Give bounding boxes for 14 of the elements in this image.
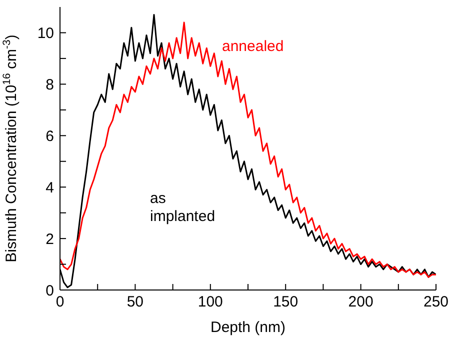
y-tick-label: 2 bbox=[46, 230, 54, 248]
x-tick-label: 150 bbox=[273, 294, 298, 311]
y-tick-label: 6 bbox=[46, 128, 54, 145]
text: as implanted bbox=[150, 190, 216, 226]
y-tick-label: 10 bbox=[37, 25, 54, 42]
y-tick-label: 0 bbox=[46, 282, 54, 300]
x-tick-label: 100 bbox=[198, 294, 223, 311]
x-tick-label: 250 bbox=[423, 294, 449, 311]
x-tick-label: 50 bbox=[126, 294, 144, 311]
x-axis-title: Depth (nm) bbox=[210, 319, 286, 336]
x-tick-label: 200 bbox=[348, 294, 374, 311]
y-tick-label: 8 bbox=[46, 76, 54, 94]
series-label: annealed bbox=[222, 38, 285, 56]
y-tick-label: 4 bbox=[46, 179, 54, 196]
